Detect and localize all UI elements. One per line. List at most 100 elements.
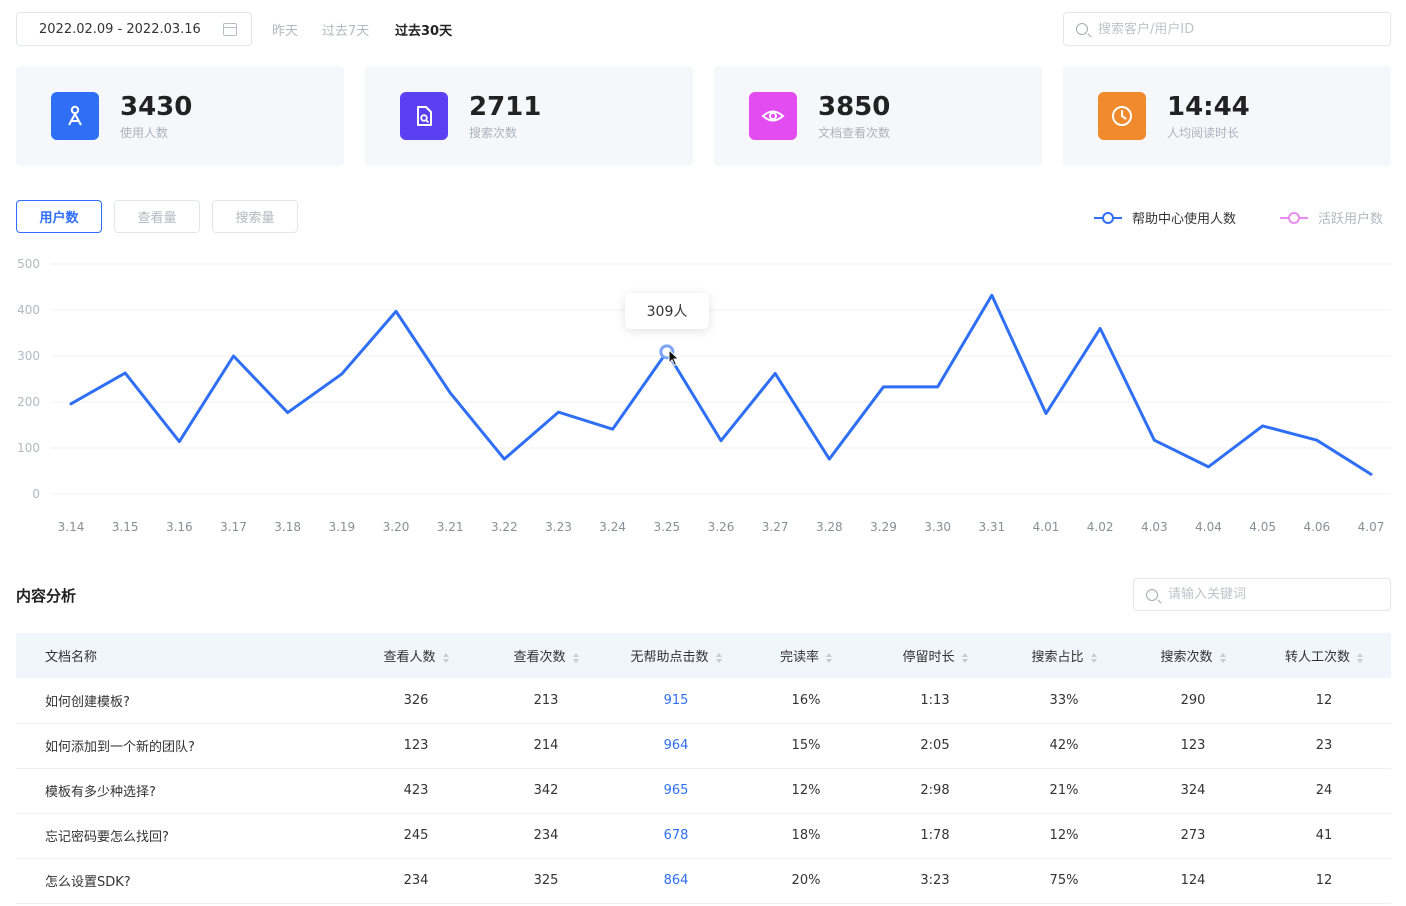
calendar-icon[interactable]	[223, 22, 237, 36]
sort-icon[interactable]	[961, 652, 968, 663]
content-analysis-table: 文档名称 查看人数 查看次数 无帮助点击数 完读率 停留时长 搜索占比 搜索次数…	[16, 633, 1391, 904]
x-tick-label: 3.26	[708, 520, 735, 534]
unhelpful-clicks-cell[interactable]: 915	[663, 692, 689, 708]
quick-filter-7days[interactable]: 过去7天	[322, 24, 370, 39]
table-row[interactable]: 忘记密码要怎么找回? 245 234 678 18% 1:78 12% 273 41	[16, 813, 1391, 858]
x-tick-label: 3.24	[599, 520, 626, 534]
table-row[interactable]: 如何创建模板? 326 213 915 16% 1:13 33% 290 12	[16, 678, 1391, 723]
x-tick-label: 3.20	[383, 520, 410, 534]
legend-label: 帮助中心使用人数	[1132, 212, 1237, 227]
sort-icon[interactable]	[1219, 652, 1226, 663]
tab-user-count[interactable]: 用户数	[16, 200, 102, 233]
unhelpful-clicks-cell[interactable]: 864	[663, 873, 689, 888]
y-tick-label: 100	[17, 441, 40, 455]
x-tick-label: 4.03	[1141, 520, 1168, 534]
tab-search-count[interactable]: 搜索量	[212, 200, 298, 233]
search-ratio-cell: 75%	[1049, 873, 1079, 888]
doc-name-cell: 如何创建模板?	[45, 694, 130, 710]
sort-icon[interactable]	[442, 652, 449, 663]
eye-icon	[749, 92, 797, 140]
stat-value: 14:44	[1167, 91, 1250, 122]
column-header-viewers[interactable]: 查看人数	[351, 633, 481, 678]
views-cell: 213	[533, 692, 559, 708]
x-tick-label: 3.16	[166, 520, 193, 534]
legend-label: 活跃用户数	[1318, 212, 1384, 227]
legend-item-help-center-users[interactable]: 帮助中心使用人数	[1094, 208, 1236, 227]
search-icon	[1076, 23, 1088, 35]
stat-label: 人均阅读时长	[1167, 125, 1240, 140]
x-tick-label: 4.02	[1087, 520, 1114, 534]
tab-view-count[interactable]: 查看量	[114, 200, 200, 233]
legend-marker-icon	[1094, 211, 1122, 225]
search-ratio-cell: 21%	[1049, 783, 1079, 798]
search-ratio-cell: 33%	[1049, 692, 1079, 708]
unhelpful-clicks-cell[interactable]: 965	[663, 783, 689, 798]
search-icon	[1146, 588, 1158, 601]
x-tick-label: 3.17	[220, 520, 247, 534]
stat-label: 使用人数	[120, 125, 169, 140]
column-header-unhelpful-clicks[interactable]: 无帮助点击数	[611, 633, 741, 678]
x-tick-label: 3.27	[762, 520, 789, 534]
customer-search-box[interactable]	[1063, 12, 1391, 46]
doc-name-cell: 忘记密码要怎么找回?	[45, 830, 169, 845]
views-cell: 234	[533, 828, 559, 843]
viewers-cell: 423	[403, 783, 429, 798]
legend-item-active-users[interactable]: 活跃用户数	[1280, 208, 1383, 227]
viewers-cell: 234	[403, 873, 429, 888]
unhelpful-clicks-cell[interactable]: 964	[663, 738, 689, 753]
stat-label: 文档查看次数	[818, 125, 891, 140]
stat-value: 2711	[469, 91, 542, 122]
user-group-icon	[51, 92, 99, 140]
keyword-search-input[interactable]	[1168, 587, 1378, 602]
dwell-time-cell: 1:78	[920, 828, 950, 843]
viewers-cell: 245	[403, 828, 429, 843]
x-tick-label: 3.14	[58, 520, 85, 534]
sort-icon[interactable]	[826, 652, 832, 663]
completion-rate-cell: 15%	[791, 738, 821, 753]
x-tick-label: 3.18	[274, 520, 301, 534]
chart-tooltip: 309人	[625, 293, 709, 329]
column-header-search-ratio[interactable]: 搜索占比	[999, 633, 1129, 678]
date-range-text: 2022.02.09 - 2022.03.16	[39, 21, 201, 37]
transfer-count-cell: 12	[1315, 873, 1333, 888]
x-tick-label: 4.05	[1249, 520, 1276, 534]
table-row[interactable]: 如何添加到一个新的团队? 123 214 964 15% 2:05 42% 123 23	[16, 723, 1391, 768]
dwell-time-cell: 2:98	[920, 783, 950, 798]
y-tick-label: 0	[32, 487, 40, 501]
sort-icon[interactable]	[1357, 652, 1363, 663]
unhelpful-clicks-cell[interactable]: 678	[663, 828, 689, 843]
column-header-views[interactable]: 查看次数	[481, 633, 611, 678]
search-count-cell: 324	[1180, 783, 1206, 798]
completion-rate-cell: 12%	[791, 783, 821, 798]
stat-value: 3850	[818, 91, 891, 122]
search-count-cell: 123	[1180, 738, 1206, 753]
series-line-help-center-users	[69, 293, 1373, 476]
column-header-search-count[interactable]: 搜索次数	[1129, 633, 1257, 678]
x-tick-label: 3.30	[924, 520, 951, 534]
table-row[interactable]: 怎么设置SDK? 234 325 864 20% 3:23 75% 124 12	[16, 858, 1391, 903]
document-search-icon	[400, 92, 448, 140]
quick-filter-30days[interactable]: 过去30天	[395, 24, 453, 39]
keyword-search-box[interactable]	[1133, 578, 1391, 611]
views-cell: 214	[533, 738, 559, 753]
sort-icon[interactable]	[715, 652, 722, 663]
x-tick-label: 3.23	[545, 520, 572, 534]
views-cell: 342	[533, 783, 559, 798]
quick-filter-yesterday[interactable]: 昨天	[272, 24, 299, 39]
x-tick-label: 3.28	[816, 520, 843, 534]
column-header-transfer-count[interactable]: 转人工次数	[1257, 633, 1391, 678]
mouse-pointer-icon	[668, 349, 680, 367]
column-header-completion-rate[interactable]: 完读率	[741, 633, 871, 678]
sort-icon[interactable]	[1090, 652, 1097, 663]
column-header-doc-name: 文档名称	[45, 650, 98, 665]
x-tick-label: 3.22	[491, 520, 518, 534]
sort-icon[interactable]	[572, 652, 579, 663]
column-header-dwell-time[interactable]: 停留时长	[871, 633, 999, 678]
x-tick-label: 3.19	[328, 520, 355, 534]
x-tick-label: 3.25	[653, 520, 680, 534]
x-tick-label: 4.01	[1033, 520, 1060, 534]
date-range-picker[interactable]: 2022.02.09 - 2022.03.16	[16, 12, 252, 46]
table-row[interactable]: 模板有多少种选择? 423 342 965 12% 2:98 21% 324 24	[16, 768, 1391, 813]
customer-search-input[interactable]	[1098, 21, 1358, 37]
clock-icon	[1098, 92, 1146, 140]
